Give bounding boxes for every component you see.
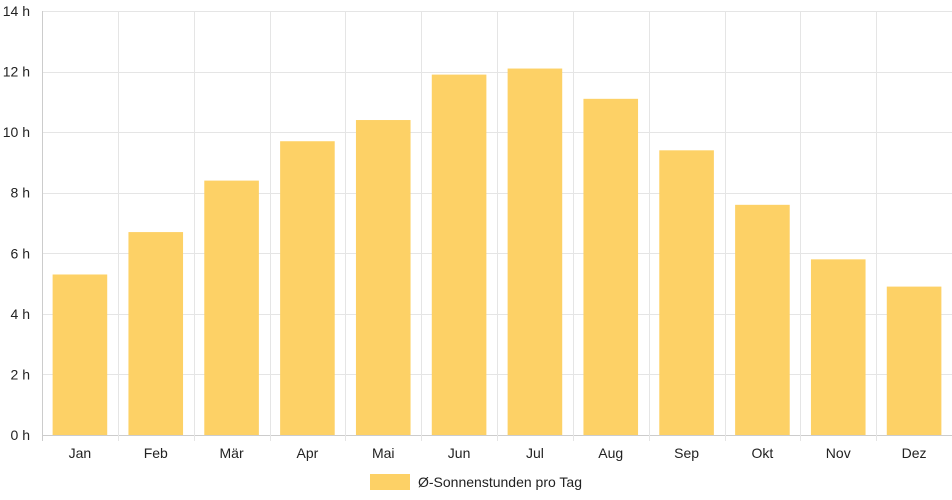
x-tick-label: Feb [144,445,168,461]
y-tick-label: 12 h [3,64,30,80]
x-tick-label: Jul [526,445,544,461]
bar-okt[interactable] [735,204,790,435]
bar-mär[interactable] [204,180,259,435]
bar-nov[interactable] [810,259,866,435]
y-tick-label: 4 h [11,306,30,322]
x-tick-label: Apr [297,445,319,461]
x-tick-label: Nov [826,445,851,461]
bar-jun[interactable] [431,74,487,435]
bar-feb[interactable] [128,232,184,435]
legend-swatch [370,474,410,490]
y-tick-label: 14 h [3,3,30,19]
x-tick-label: Jan [69,445,92,461]
bar-sep[interactable] [659,150,714,436]
bar-dez[interactable] [886,286,942,435]
x-tick-label: Dez [902,445,927,461]
x-tick-label: Okt [752,445,774,461]
x-tick-label: Jun [448,445,471,461]
x-tick-label: Aug [598,445,623,461]
y-axis: 0 h 2 h 4 h 6 h 8 h 10 h 12 h 14 h [3,3,30,443]
y-tick-label: 8 h [11,185,30,201]
bar-apr[interactable] [280,141,335,435]
bar-aug[interactable] [583,98,639,435]
x-tick-label: Sep [674,445,699,461]
y-tick-label: 10 h [3,124,30,140]
legend-label: Ø-Sonnenstunden pro Tag [418,474,582,490]
y-tick-label: 2 h [11,366,30,382]
legend[interactable]: Ø-Sonnenstunden pro Tag [370,474,582,490]
bar-jan[interactable] [52,274,108,435]
bar-series [52,68,942,436]
grid-lines [42,11,952,441]
x-tick-label: Mai [372,445,395,461]
y-tick-label: 6 h [11,245,30,261]
bar-jul[interactable] [507,68,563,436]
y-tick-label: 0 h [11,427,30,443]
x-axis: Jan Feb Mär Apr Mai Jun Jul Aug Sep Okt Nov Dez [69,445,927,461]
x-tick-label: Mär [220,445,244,461]
bar-mai[interactable] [355,120,411,436]
